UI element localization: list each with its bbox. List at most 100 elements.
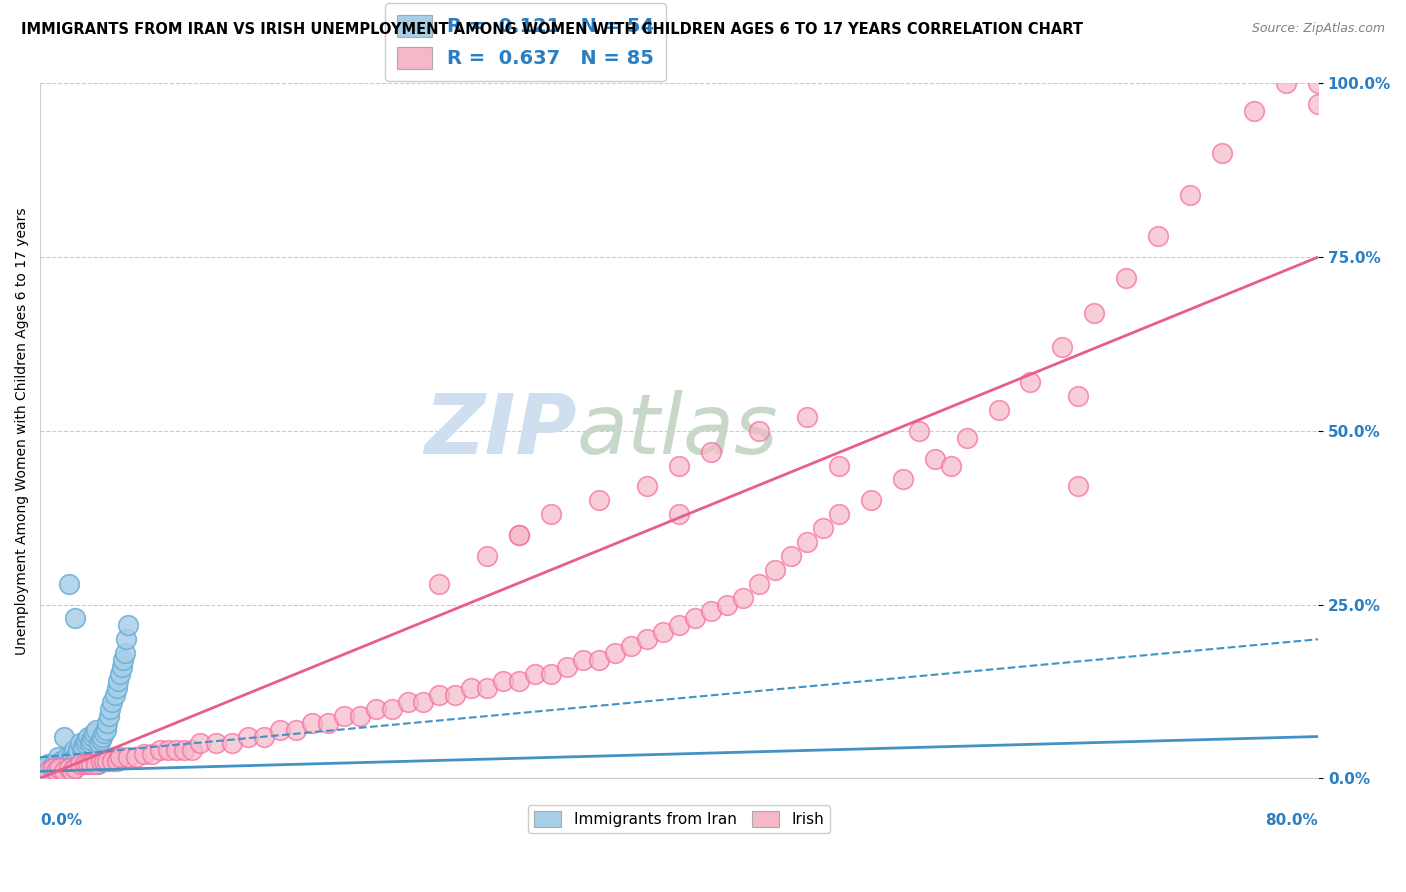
Point [1115, 271, 1137, 285]
Point [112, 653, 135, 667]
Point [188, 737, 211, 751]
Point [555, 660, 578, 674]
Point [652, 625, 675, 640]
Point [540, 667, 562, 681]
Point [48, 757, 70, 772]
Point [65, 761, 87, 775]
Point [51, 757, 73, 772]
Y-axis label: Unemployment Among Women with Children Ages 6 to 17 years: Unemployment Among Women with Children A… [15, 207, 30, 655]
Point [477, 681, 499, 695]
Point [34, 761, 56, 775]
Point [56, 750, 79, 764]
Point [80, 733, 103, 747]
Point [101, 754, 124, 768]
Point [1211, 145, 1233, 160]
Point [60, 747, 83, 761]
Point [65, 750, 87, 764]
Point [55, 757, 77, 772]
Point [508, 528, 530, 542]
Point [125, 750, 148, 764]
Point [89, 737, 111, 751]
Point [620, 639, 643, 653]
Point [636, 479, 658, 493]
Point [141, 747, 163, 761]
Point [80, 757, 103, 772]
Point [588, 653, 610, 667]
Point [84, 757, 107, 772]
Point [1180, 187, 1202, 202]
Point [38, 764, 60, 779]
Point [53, 764, 76, 779]
Point [668, 618, 690, 632]
Point [108, 667, 131, 681]
Point [70, 743, 93, 757]
Point [77, 757, 100, 772]
Point [107, 673, 129, 688]
Point [104, 688, 127, 702]
Point [173, 743, 195, 757]
Point [110, 660, 132, 674]
Point [35, 764, 58, 779]
Point [1147, 229, 1170, 244]
Point [97, 708, 120, 723]
Point [269, 723, 291, 737]
Point [84, 723, 107, 737]
Point [48, 761, 70, 775]
Point [508, 528, 530, 542]
Point [115, 632, 138, 647]
Point [46, 750, 69, 764]
Point [53, 730, 76, 744]
Point [73, 737, 96, 751]
Point [1306, 77, 1329, 91]
Text: IMMIGRANTS FROM IRAN VS IRISH UNEMPLOYMENT AMONG WOMEN WITH CHILDREN AGES 6 TO 1: IMMIGRANTS FROM IRAN VS IRISH UNEMPLOYME… [21, 22, 1083, 37]
Point [780, 549, 803, 563]
Point [668, 458, 690, 473]
Point [45, 764, 67, 779]
Point [748, 576, 770, 591]
Point [1275, 77, 1298, 91]
Point [316, 715, 339, 730]
Point [42, 764, 65, 779]
Point [605, 646, 627, 660]
Point [444, 688, 467, 702]
Point [117, 750, 139, 764]
Point [349, 708, 371, 723]
Point [540, 507, 562, 521]
Point [90, 754, 112, 768]
Point [524, 667, 547, 681]
Point [364, 702, 387, 716]
Point [100, 702, 122, 716]
Point [429, 688, 451, 702]
Point [301, 715, 323, 730]
Point [284, 723, 307, 737]
Text: 80.0%: 80.0% [1265, 813, 1317, 828]
Point [83, 726, 105, 740]
Point [91, 730, 114, 744]
Point [508, 673, 530, 688]
Point [93, 726, 115, 740]
Point [58, 761, 80, 775]
Point [65, 611, 87, 625]
Point [939, 458, 962, 473]
Point [636, 632, 658, 647]
Point [1083, 306, 1105, 320]
Point [82, 730, 104, 744]
Point [44, 757, 66, 772]
Point [66, 747, 89, 761]
Point [49, 754, 72, 768]
Point [253, 730, 276, 744]
Point [94, 723, 117, 737]
Point [180, 743, 202, 757]
Text: atlas: atlas [576, 391, 779, 471]
Point [588, 493, 610, 508]
Point [763, 563, 786, 577]
Point [891, 473, 914, 487]
Point [96, 754, 118, 768]
Point [987, 403, 1010, 417]
Point [93, 754, 115, 768]
Text: Source: ZipAtlas.com: Source: ZipAtlas.com [1251, 22, 1385, 36]
Point [37, 764, 59, 779]
Text: 0.0%: 0.0% [41, 813, 82, 828]
Point [37, 757, 59, 772]
Point [668, 507, 690, 521]
